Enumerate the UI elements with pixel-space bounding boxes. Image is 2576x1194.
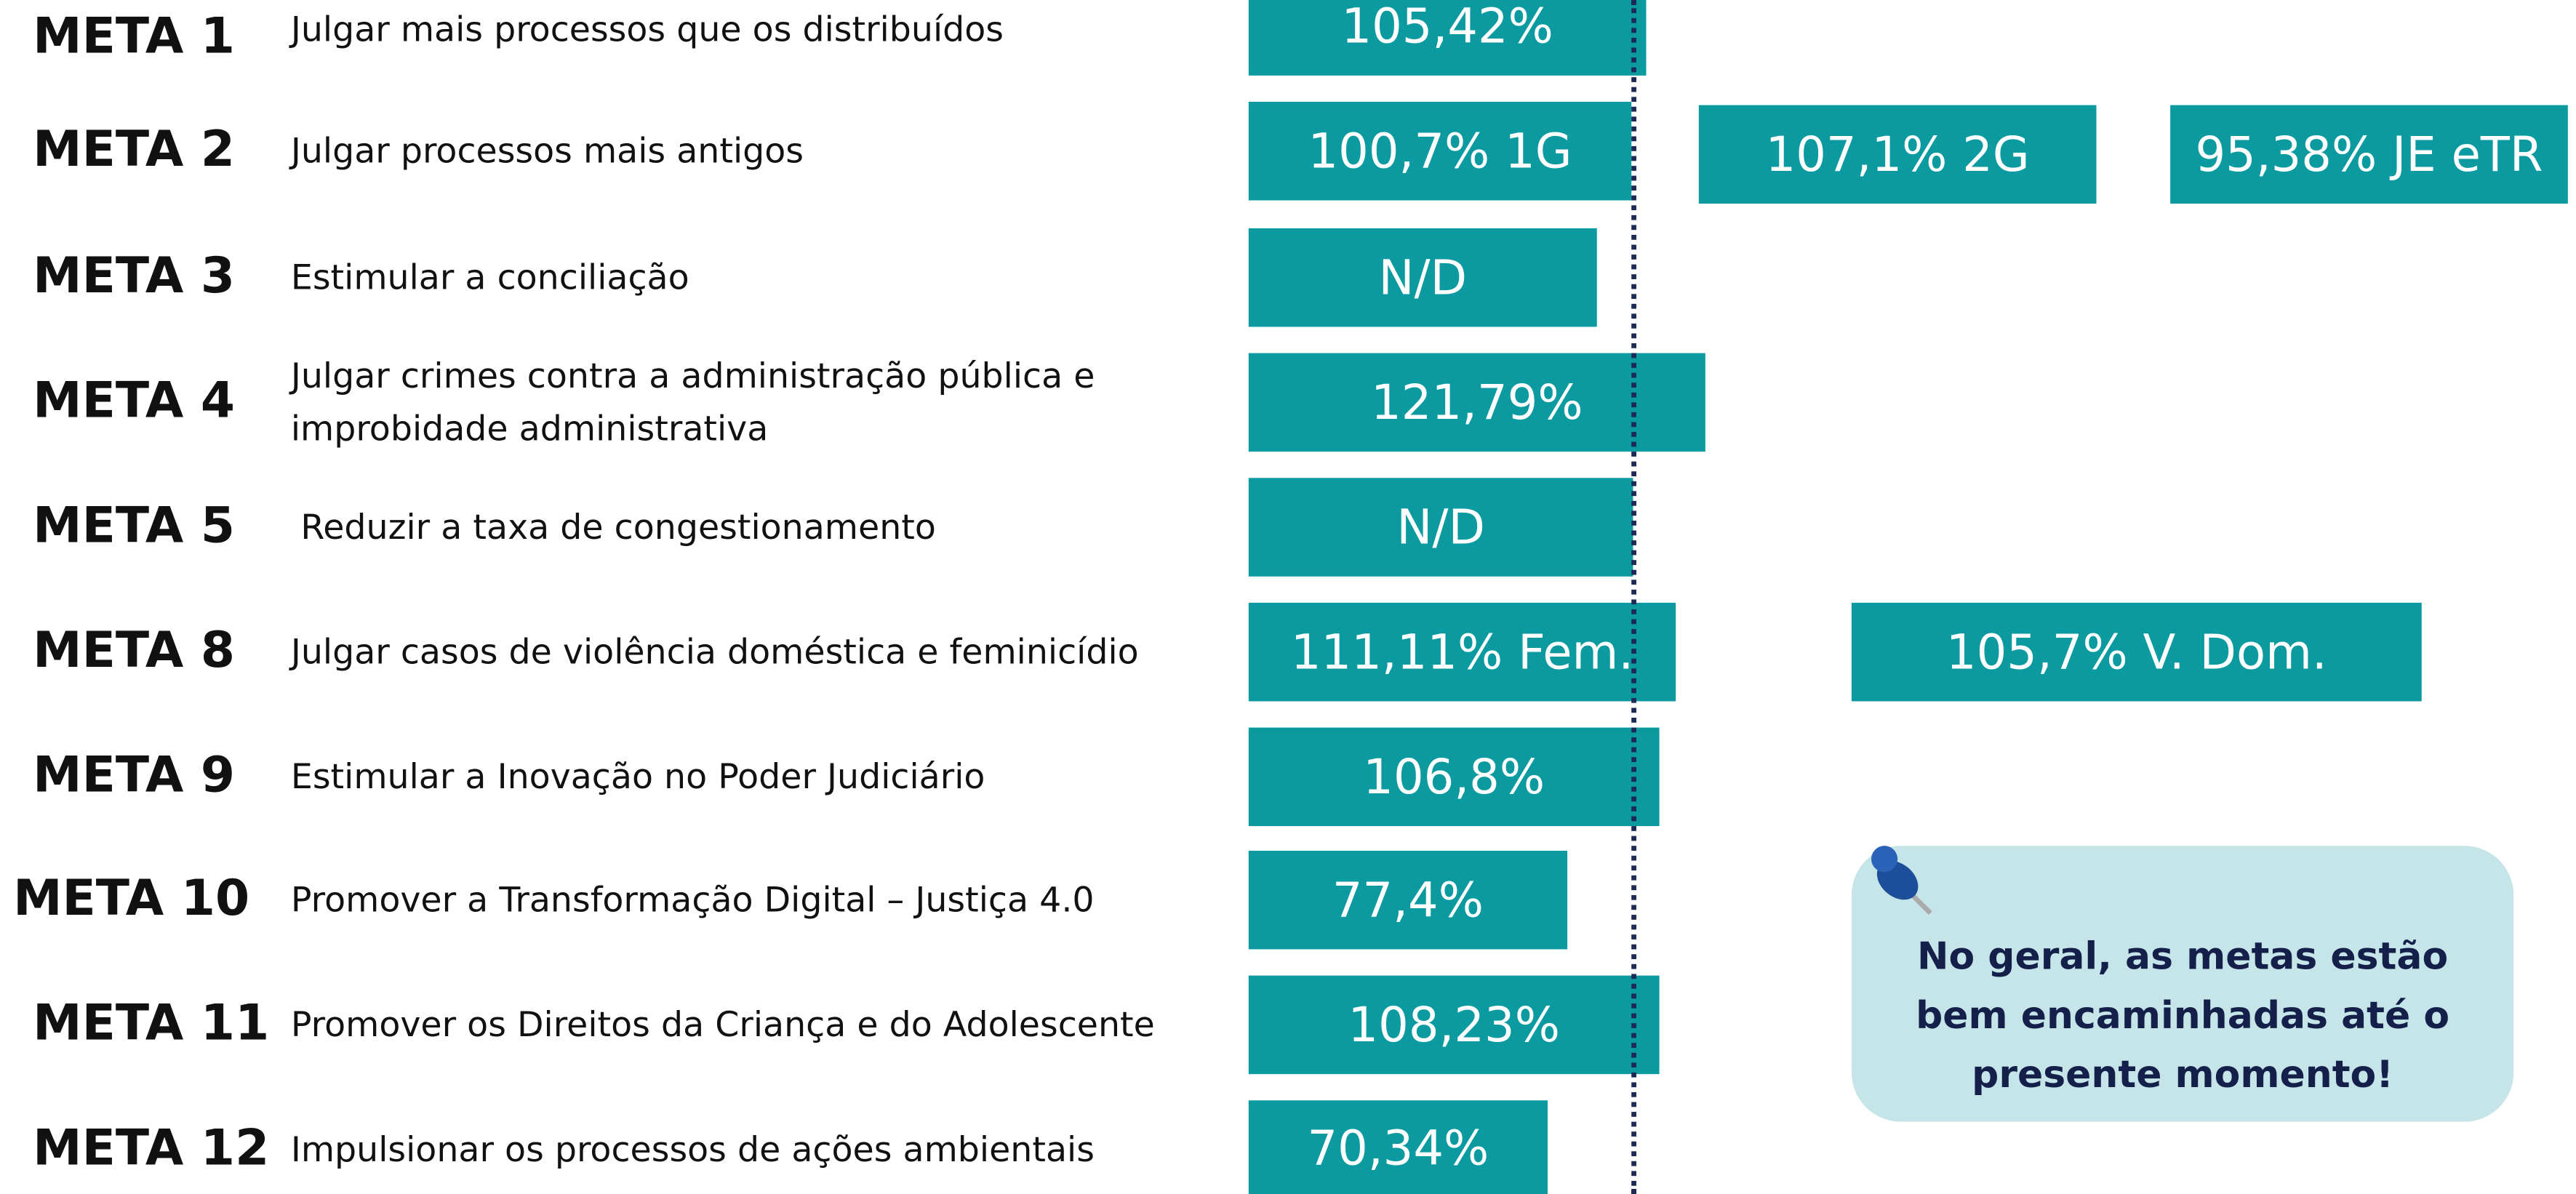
meta-description: Estimular a conciliação xyxy=(290,257,689,297)
meta-label: META 10 xyxy=(13,870,250,929)
meta-description: Julgar casos de violência doméstica e fe… xyxy=(290,632,1139,672)
meta-label: META 12 xyxy=(33,1120,270,1178)
result-badge: 95,38% JE eTR xyxy=(2170,105,2568,204)
meta-description: Impulsionar os processos de ações ambien… xyxy=(290,1129,1095,1170)
meta-label: META 2 xyxy=(33,121,236,180)
result-badge: 107,1% 2G xyxy=(1698,105,2097,204)
meta-label: META 1 xyxy=(33,8,236,66)
result-badge: N/D xyxy=(1248,478,1633,577)
meta-description: Estimular a Inovação no Poder Judiciário xyxy=(290,757,985,797)
result-badge: 106,8% xyxy=(1248,727,1660,827)
meta-description: Julgar mais processos que os distribuído… xyxy=(290,9,1004,49)
note-text: No geral, as metas estão bem encaminhada… xyxy=(1916,936,2450,1097)
meta-label: META 3 xyxy=(33,248,236,306)
meta-label: META 5 xyxy=(33,497,236,556)
result-badge: 100,7% 1G xyxy=(1248,102,1632,201)
meta-description: Julgar processos mais antigos xyxy=(290,131,804,171)
result-badge: 70,34% xyxy=(1248,1100,1548,1194)
meta-label: META 9 xyxy=(33,747,236,805)
result-badge: N/D xyxy=(1248,228,1597,327)
meta-label: META 8 xyxy=(33,622,236,681)
note-box xyxy=(1851,846,2514,1122)
meta-label: META 4 xyxy=(33,372,236,430)
meta-label: META 11 xyxy=(33,995,270,1053)
pin-icon xyxy=(1871,846,1932,915)
dotted-line xyxy=(1631,0,1636,1194)
meta-description: Julgar crimes contra a administração púb… xyxy=(290,356,1095,449)
meta-description: Promover os Direitos da Criança e do Ado… xyxy=(290,1005,1155,1045)
result-badge: 108,23% xyxy=(1248,975,1660,1075)
result-badge: 121,79% xyxy=(1248,353,1705,452)
result-badge: 77,4% xyxy=(1248,850,1568,950)
meta-description: Reduzir a taxa de congestionamento xyxy=(300,507,936,548)
result-badge: 111,11% Fem. xyxy=(1248,602,1676,702)
result-badge: 105,7% V. Dom. xyxy=(1851,602,2422,702)
result-badge: 105,42% xyxy=(1248,0,1647,76)
meta-description: Promover a Transformação Digital – Justi… xyxy=(290,880,1095,920)
